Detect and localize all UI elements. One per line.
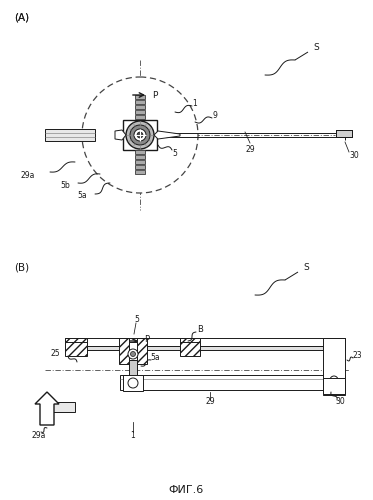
Text: P: P bbox=[144, 336, 150, 344]
Text: 30: 30 bbox=[335, 398, 345, 406]
Text: ФИГ.6: ФИГ.6 bbox=[168, 485, 204, 495]
Bar bbox=[135, 170, 145, 174]
Text: 5b: 5b bbox=[60, 180, 70, 190]
Bar bbox=[123, 120, 157, 150]
Text: 5: 5 bbox=[173, 148, 178, 158]
Bar bbox=[135, 165, 145, 169]
Text: 5a: 5a bbox=[77, 192, 87, 200]
Polygon shape bbox=[115, 130, 126, 140]
Text: 29a: 29a bbox=[21, 170, 35, 179]
Bar bbox=[120, 375, 345, 390]
Circle shape bbox=[126, 121, 154, 149]
Text: 25: 25 bbox=[50, 350, 60, 358]
Text: B: B bbox=[197, 326, 203, 334]
Bar bbox=[135, 155, 145, 159]
Bar bbox=[135, 105, 145, 109]
Bar bbox=[65, 338, 87, 352]
Bar bbox=[336, 130, 352, 137]
Bar bbox=[323, 338, 345, 395]
Bar bbox=[40, 402, 75, 412]
Bar bbox=[180, 338, 200, 352]
Text: 30: 30 bbox=[349, 150, 359, 160]
Bar bbox=[65, 338, 345, 346]
Bar bbox=[135, 115, 145, 119]
Bar bbox=[129, 360, 137, 382]
Text: S: S bbox=[313, 44, 319, 52]
Bar bbox=[336, 130, 352, 137]
Polygon shape bbox=[154, 131, 180, 139]
Polygon shape bbox=[35, 392, 59, 425]
Bar bbox=[119, 338, 129, 364]
Circle shape bbox=[137, 132, 143, 138]
Bar bbox=[129, 342, 137, 364]
Text: P: P bbox=[152, 90, 157, 100]
Text: 1: 1 bbox=[192, 98, 197, 108]
Bar bbox=[65, 346, 345, 350]
Circle shape bbox=[131, 352, 135, 356]
Bar bbox=[137, 338, 147, 364]
Circle shape bbox=[130, 125, 150, 145]
Bar bbox=[180, 342, 200, 356]
Circle shape bbox=[82, 77, 198, 193]
Text: (A): (A) bbox=[14, 13, 29, 23]
Bar bbox=[135, 160, 145, 164]
Text: 29a: 29a bbox=[32, 430, 46, 440]
Text: 5a: 5a bbox=[150, 354, 160, 362]
Text: 29: 29 bbox=[245, 146, 255, 154]
Bar bbox=[65, 342, 87, 356]
Text: (B): (B) bbox=[14, 263, 29, 273]
Bar bbox=[135, 95, 145, 99]
Bar bbox=[323, 378, 345, 394]
Bar bbox=[45, 129, 95, 141]
Bar bbox=[135, 150, 145, 154]
Text: S: S bbox=[303, 264, 309, 272]
Text: 5: 5 bbox=[135, 316, 140, 324]
Circle shape bbox=[128, 378, 138, 388]
Circle shape bbox=[330, 376, 338, 384]
Text: 1: 1 bbox=[131, 430, 135, 440]
Text: 23: 23 bbox=[352, 352, 362, 360]
Bar bbox=[135, 110, 145, 114]
Bar bbox=[123, 375, 143, 391]
Text: (A): (A) bbox=[14, 13, 29, 23]
Bar bbox=[135, 100, 145, 104]
Text: 9: 9 bbox=[213, 110, 217, 120]
Circle shape bbox=[128, 349, 138, 359]
Text: 29: 29 bbox=[205, 398, 215, 406]
Circle shape bbox=[134, 129, 146, 141]
